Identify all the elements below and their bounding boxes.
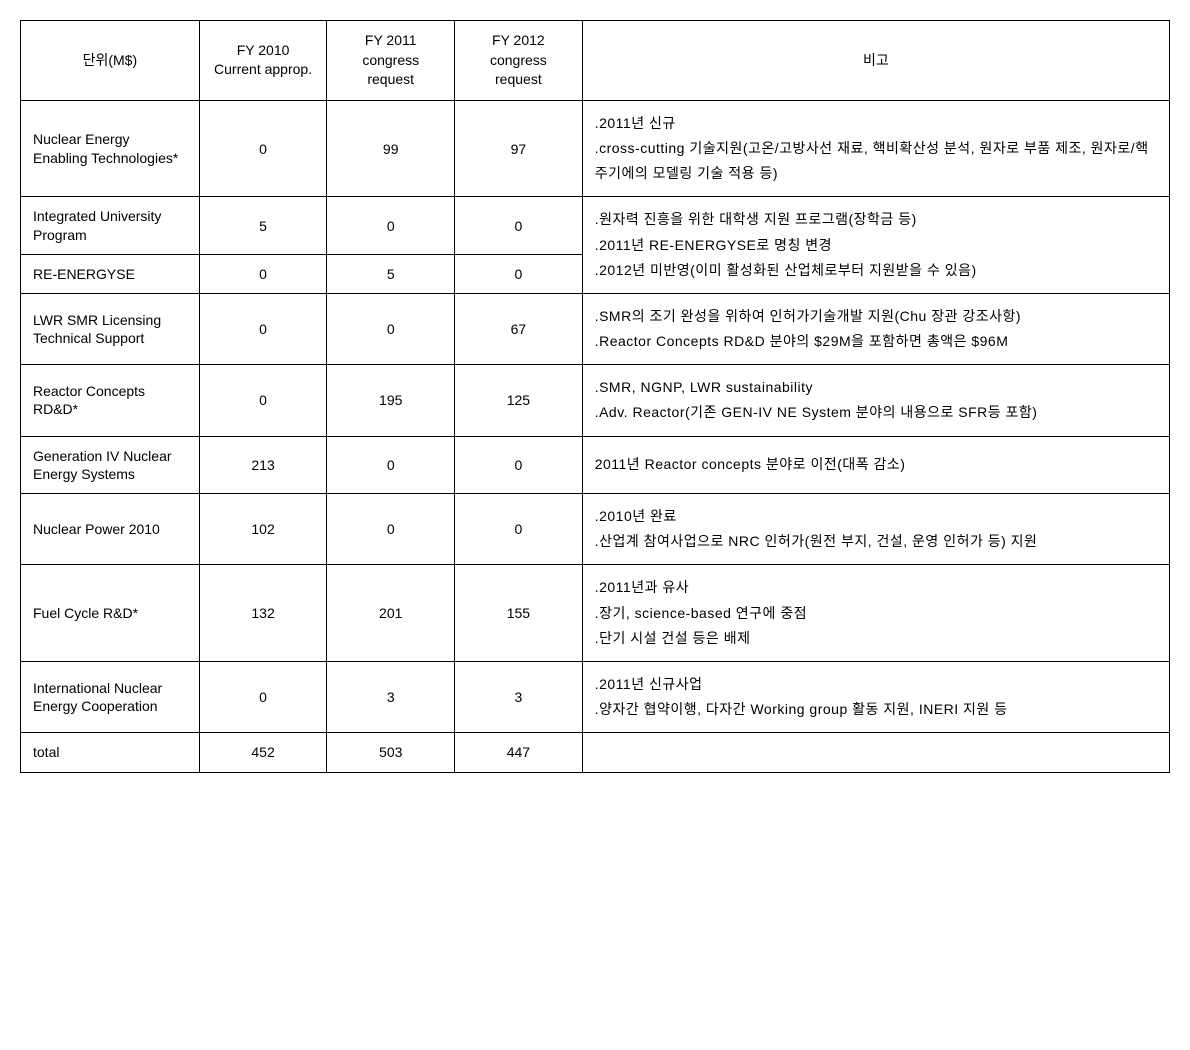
table-row: Nuclear Energy Enabling Technologies*099… xyxy=(21,100,1170,197)
row-notes: .SMR, NGNP, LWR sustainability.Adv. Reac… xyxy=(582,365,1169,436)
note-line: .SMR의 조기 완성을 위하여 인허가기술개발 지원(Chu 장관 강조사항) xyxy=(595,304,1157,329)
row-fy2011: 195 xyxy=(327,365,455,436)
row-fy2010: 0 xyxy=(199,100,327,197)
note-line: .장기, science-based 연구에 중점 xyxy=(595,601,1157,626)
row-fy2012: 0 xyxy=(455,254,583,293)
row-fy2010: 213 xyxy=(199,436,327,493)
note-line: .산업계 참여사업으로 NRC 인허가(원전 부지, 건설, 운영 인허가 등)… xyxy=(595,529,1157,554)
row-fy2012: 155 xyxy=(455,565,583,662)
table-row: Integrated University Program500.원자력 진흥을… xyxy=(21,197,1170,254)
row-notes: .2011년 신규사업.양자간 협약이행, 다자간 Working group … xyxy=(582,661,1169,732)
table-row: total452503447 xyxy=(21,733,1170,772)
note-line: .2011년과 유사 xyxy=(595,575,1157,600)
header-notes: 비고 xyxy=(582,21,1169,101)
note-line: .2010년 완료 xyxy=(595,504,1157,529)
header-fy2010: FY 2010 Current approp. xyxy=(199,21,327,101)
note-line: .양자간 협약이행, 다자간 Working group 활동 지원, INER… xyxy=(595,697,1157,722)
row-fy2012: 3 xyxy=(455,661,583,732)
note-line: .SMR, NGNP, LWR sustainability xyxy=(595,375,1157,400)
row-fy2011: 0 xyxy=(327,436,455,493)
row-name: Nuclear Power 2010 xyxy=(21,494,200,565)
row-fy2010: 0 xyxy=(199,293,327,364)
row-notes: 2011년 Reactor concepts 분야로 이전(대폭 감소) xyxy=(582,436,1169,493)
row-name: Reactor Concepts RD&D* xyxy=(21,365,200,436)
row-notes xyxy=(582,733,1169,772)
row-name: RE-ENERGYSE xyxy=(21,254,200,293)
table-row: LWR SMR Licensing Technical Support0067.… xyxy=(21,293,1170,364)
row-fy2011: 99 xyxy=(327,100,455,197)
row-fy2010: 102 xyxy=(199,494,327,565)
row-fy2010: 132 xyxy=(199,565,327,662)
row-fy2012: 67 xyxy=(455,293,583,364)
header-fy2011: FY 2011 congress request xyxy=(327,21,455,101)
row-name: Integrated University Program xyxy=(21,197,200,254)
row-fy2010: 0 xyxy=(199,365,327,436)
table-row: Fuel Cycle R&D*132201155.2011년과 유사.장기, s… xyxy=(21,565,1170,662)
row-fy2010: 0 xyxy=(199,254,327,293)
row-name: Nuclear Energy Enabling Technologies* xyxy=(21,100,200,197)
note-line: .Reactor Concepts RD&D 분야의 $29M을 포함하면 총액… xyxy=(595,329,1157,354)
row-fy2011: 3 xyxy=(327,661,455,732)
row-fy2012: 0 xyxy=(455,436,583,493)
row-fy2012: 97 xyxy=(455,100,583,197)
header-unit: 단위(M$) xyxy=(21,21,200,101)
budget-table: 단위(M$) FY 2010 Current approp. FY 2011 c… xyxy=(20,20,1170,773)
note-line: 2011년 Reactor concepts 분야로 이전(대폭 감소) xyxy=(595,452,1157,477)
note-line: .2011년 RE-ENERGYSE로 명칭 변경 xyxy=(595,233,1157,258)
note-line: .2011년 신규사업 xyxy=(595,672,1157,697)
row-notes: .2011년과 유사.장기, science-based 연구에 중점.단기 시… xyxy=(582,565,1169,662)
table-row: Reactor Concepts RD&D*0195125.SMR, NGNP,… xyxy=(21,365,1170,436)
table-header: 단위(M$) FY 2010 Current approp. FY 2011 c… xyxy=(21,21,1170,101)
note-line: .Adv. Reactor(기존 GEN-IV NE System 분야의 내용… xyxy=(595,400,1157,425)
row-fy2010: 452 xyxy=(199,733,327,772)
note-line: .2012년 미반영(이미 활성화된 산업체로부터 지원받을 수 있음) xyxy=(595,258,1157,283)
table-row: International Nuclear Energy Cooperation… xyxy=(21,661,1170,732)
row-notes: .SMR의 조기 완성을 위하여 인허가기술개발 지원(Chu 장관 강조사항)… xyxy=(582,293,1169,364)
row-name: LWR SMR Licensing Technical Support xyxy=(21,293,200,364)
row-name: Fuel Cycle R&D* xyxy=(21,565,200,662)
table-row: Generation IV Nuclear Energy Systems2130… xyxy=(21,436,1170,493)
row-notes: .원자력 진흥을 위한 대학생 지원 프로그램(장학금 등).2011년 RE-… xyxy=(582,197,1169,294)
header-row: 단위(M$) FY 2010 Current approp. FY 2011 c… xyxy=(21,21,1170,101)
note-line: .2011년 신규 xyxy=(595,111,1157,136)
row-fy2012: 447 xyxy=(455,733,583,772)
row-fy2010: 5 xyxy=(199,197,327,254)
note-line: .원자력 진흥을 위한 대학생 지원 프로그램(장학금 등) xyxy=(595,207,1157,232)
row-name: Generation IV Nuclear Energy Systems xyxy=(21,436,200,493)
note-line: .cross-cutting 기술지원(고온/고방사선 재료, 핵비확산성 분석… xyxy=(595,136,1157,186)
row-fy2011: 5 xyxy=(327,254,455,293)
row-fy2011: 503 xyxy=(327,733,455,772)
row-fy2011: 201 xyxy=(327,565,455,662)
row-fy2011: 0 xyxy=(327,197,455,254)
table-row: Nuclear Power 201010200.2010년 완료.산업계 참여사… xyxy=(21,494,1170,565)
row-fy2010: 0 xyxy=(199,661,327,732)
row-fy2012: 125 xyxy=(455,365,583,436)
row-name: International Nuclear Energy Cooperation xyxy=(21,661,200,732)
row-fy2012: 0 xyxy=(455,494,583,565)
row-name: total xyxy=(21,733,200,772)
row-fy2011: 0 xyxy=(327,494,455,565)
note-line: .단기 시설 건설 등은 배제 xyxy=(595,626,1157,651)
row-fy2012: 0 xyxy=(455,197,583,254)
header-fy2012: FY 2012 congress request xyxy=(455,21,583,101)
table-body: Nuclear Energy Enabling Technologies*099… xyxy=(21,100,1170,772)
row-notes: .2011년 신규.cross-cutting 기술지원(고온/고방사선 재료,… xyxy=(582,100,1169,197)
row-fy2011: 0 xyxy=(327,293,455,364)
row-notes: .2010년 완료.산업계 참여사업으로 NRC 인허가(원전 부지, 건설, … xyxy=(582,494,1169,565)
budget-table-container: 단위(M$) FY 2010 Current approp. FY 2011 c… xyxy=(20,20,1170,773)
